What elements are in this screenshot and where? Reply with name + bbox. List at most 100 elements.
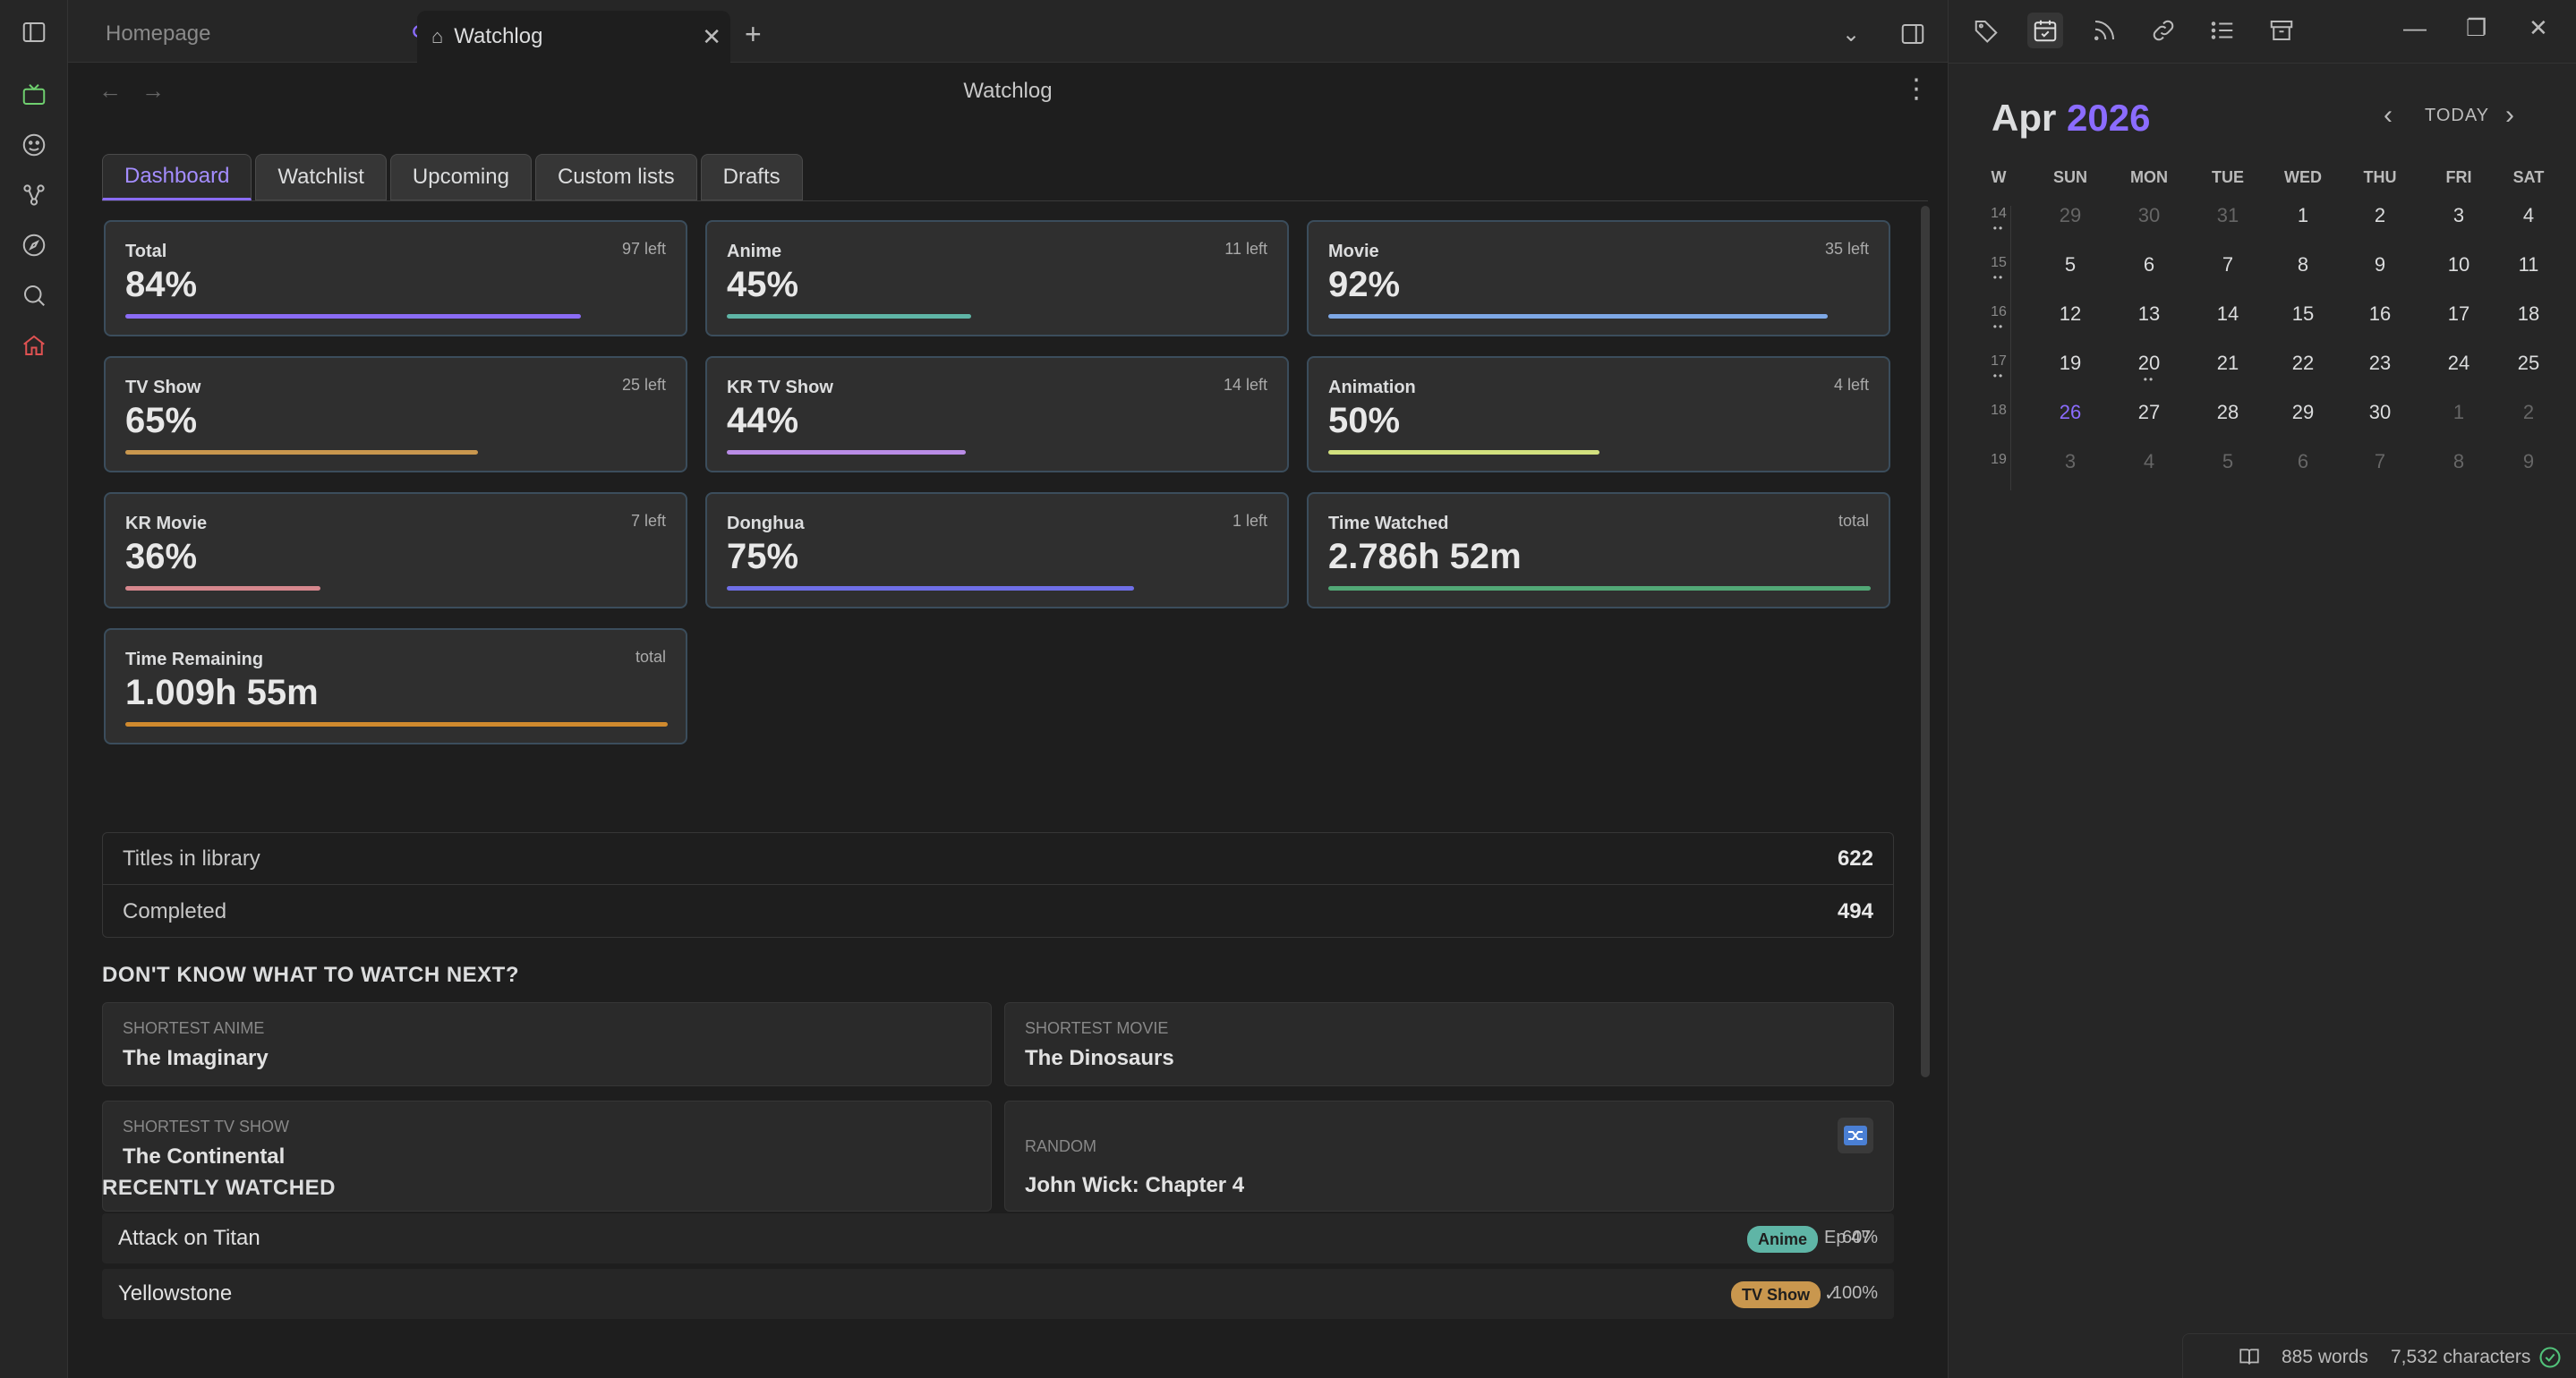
calendar-day[interactable]: 19 xyxy=(2059,352,2082,374)
calendar-day[interactable]: 7 xyxy=(2374,450,2386,472)
calendar-day[interactable]: 26 xyxy=(2059,401,2082,423)
calendar-day[interactable]: 3 xyxy=(2452,204,2465,226)
calendar-day[interactable]: 18 xyxy=(2517,302,2540,325)
recent-title[interactable]: Yellowstone xyxy=(118,1281,233,1306)
calendar-day[interactable]: 8 xyxy=(2297,253,2309,276)
forward-arrow-icon[interactable]: → xyxy=(141,77,165,104)
calendar-day[interactable]: 23 xyxy=(2368,352,2392,374)
tab-dashboard[interactable]: Dashboard xyxy=(102,154,252,200)
restore-icon[interactable]: ❐ xyxy=(2466,14,2487,41)
view-header: ← → Watchlog ⋮ xyxy=(68,63,1948,122)
progress-track xyxy=(125,314,668,319)
suggest-shortest-tv-show[interactable]: SHORTEST TV SHOW The Continental xyxy=(102,1101,992,1212)
calendar-title: Apr 2026 xyxy=(1992,97,2150,140)
calendar-day[interactable]: 30 xyxy=(2137,204,2161,226)
sync-check-icon[interactable] xyxy=(2538,1345,2563,1374)
new-tab-icon[interactable]: + xyxy=(745,17,762,50)
calendar-day[interactable]: 4 xyxy=(2143,450,2155,472)
suggest-title[interactable]: John Wick: Chapter 4 xyxy=(1025,1173,1245,1197)
graph-icon[interactable] xyxy=(18,179,50,211)
week-number: 16 xyxy=(1991,304,2007,319)
scrollbar[interactable] xyxy=(1921,206,1930,1077)
calendar-day[interactable]: 15 xyxy=(2291,302,2315,325)
next-month-icon[interactable]: › xyxy=(2505,100,2514,130)
suggest-shortest-anime[interactable]: SHORTEST ANIME The Imaginary xyxy=(102,1002,992,1086)
calendar-day[interactable]: 4 xyxy=(2522,204,2535,226)
tv-icon[interactable] xyxy=(18,79,50,111)
card-value: 1.009h 55m xyxy=(125,673,319,712)
tab-watchlist[interactable]: Watchlist xyxy=(255,154,387,200)
calendar-day[interactable]: 16 xyxy=(2368,302,2392,325)
calendar-day[interactable]: 2 xyxy=(2522,401,2535,423)
calendar-day[interactable]: 1 xyxy=(2452,401,2465,423)
home-icon[interactable] xyxy=(18,329,50,362)
calendar-day[interactable]: 2 xyxy=(2374,204,2386,226)
book-icon[interactable] xyxy=(2237,1345,2262,1373)
calendar-day[interactable]: 1 xyxy=(2297,204,2309,226)
calendar-day[interactable]: 24 xyxy=(2447,352,2470,374)
close-icon[interactable]: ✕ xyxy=(702,22,721,50)
stat-value: 494 xyxy=(1837,899,1873,923)
calendar-day[interactable]: 9 xyxy=(2374,253,2386,276)
calendar-day[interactable]: 20 xyxy=(2137,352,2161,374)
recent-item-attack-on-titan[interactable]: Attack on Titan Anime Ep 47 60% xyxy=(102,1213,1894,1263)
calendar-day[interactable]: 3 xyxy=(2064,450,2077,472)
calendar-day[interactable]: 21 xyxy=(2216,352,2239,374)
search-icon[interactable] xyxy=(18,279,50,311)
calendar-day[interactable]: 8 xyxy=(2452,450,2465,472)
calendar-day[interactable]: 17 xyxy=(2447,302,2470,325)
suggest-title[interactable]: The Continental xyxy=(123,1144,286,1169)
tab-homepage[interactable]: Homepage ⚲ xyxy=(91,11,431,57)
recent-item-yellowstone[interactable]: Yellowstone TV Show ✓ 100% xyxy=(102,1269,1894,1319)
suggest-random[interactable]: RANDOM John Wick: Chapter 4 xyxy=(1004,1101,1894,1212)
rss-icon[interactable] xyxy=(2086,13,2122,48)
calendar-day[interactable]: 31 xyxy=(2216,204,2239,226)
recent-title[interactable]: Attack on Titan xyxy=(118,1226,260,1250)
shuffle-button[interactable] xyxy=(1838,1118,1873,1153)
tab-upcoming[interactable]: Upcoming xyxy=(389,154,532,200)
calendar-day[interactable]: 10 xyxy=(2447,253,2470,276)
week-number: 14 xyxy=(1991,206,2007,221)
tag-icon[interactable] xyxy=(1968,13,2004,48)
suggest-shortest-movie[interactable]: SHORTEST MOVIE The Dinosaurs xyxy=(1004,1002,1894,1086)
smiley-icon[interactable] xyxy=(18,129,50,161)
tab-custom-lists[interactable]: Custom lists xyxy=(534,154,697,200)
compass-icon[interactable] xyxy=(18,229,50,261)
sidebar-toggle-icon[interactable] xyxy=(18,16,50,48)
link-icon[interactable] xyxy=(2145,13,2181,48)
calendar-day[interactable]: 29 xyxy=(2059,204,2082,226)
calendar-day[interactable]: 13 xyxy=(2137,302,2161,325)
calendar-day[interactable]: 9 xyxy=(2522,450,2535,472)
calendar-day[interactable]: 6 xyxy=(2143,253,2155,276)
back-arrow-icon[interactable]: ← xyxy=(98,77,122,104)
today-button[interactable]: TODAY xyxy=(2425,106,2490,125)
calendar-day[interactable]: 14 xyxy=(2216,302,2239,325)
calendar-day[interactable]: 7 xyxy=(2222,253,2234,276)
card-anime: Anime 11 left 45% xyxy=(705,220,1289,336)
more-options-icon[interactable]: ⋮ xyxy=(1903,74,1930,104)
calendar-day[interactable]: 30 xyxy=(2368,401,2392,423)
calendar-day[interactable]: 27 xyxy=(2137,401,2161,423)
right-sidebar-toggle-icon[interactable] xyxy=(1885,11,1941,57)
calendar-day[interactable]: 5 xyxy=(2064,253,2077,276)
calendar-day[interactable]: 22 xyxy=(2291,352,2315,374)
calendar-day[interactable]: 6 xyxy=(2297,450,2309,472)
calendar-day[interactable]: 29 xyxy=(2291,401,2315,423)
archive-icon[interactable] xyxy=(2264,13,2299,48)
suggest-title[interactable]: The Dinosaurs xyxy=(1025,1046,1174,1070)
calendar-day[interactable]: 5 xyxy=(2222,450,2234,472)
tab-drafts[interactable]: Drafts xyxy=(700,154,803,200)
suggest-title[interactable]: The Imaginary xyxy=(123,1046,269,1070)
tab-watchlog[interactable]: ⌂ Watchlog ✕ xyxy=(417,11,730,63)
chevron-down-icon[interactable]: ⌄ xyxy=(1842,21,1861,47)
calendar-day[interactable]: 25 xyxy=(2517,352,2540,374)
calendar-icon[interactable] xyxy=(2027,13,2063,48)
prev-month-icon[interactable]: ‹ xyxy=(2384,100,2393,130)
minimize-icon[interactable]: — xyxy=(2403,14,2427,41)
calendar-day[interactable]: 11 xyxy=(2518,253,2539,276)
card-value: 84% xyxy=(125,265,198,304)
list-icon[interactable] xyxy=(2205,13,2240,48)
calendar-day[interactable]: 28 xyxy=(2216,401,2239,423)
calendar-day[interactable]: 12 xyxy=(2059,302,2082,325)
window-close-icon[interactable]: ✕ xyxy=(2529,14,2548,41)
